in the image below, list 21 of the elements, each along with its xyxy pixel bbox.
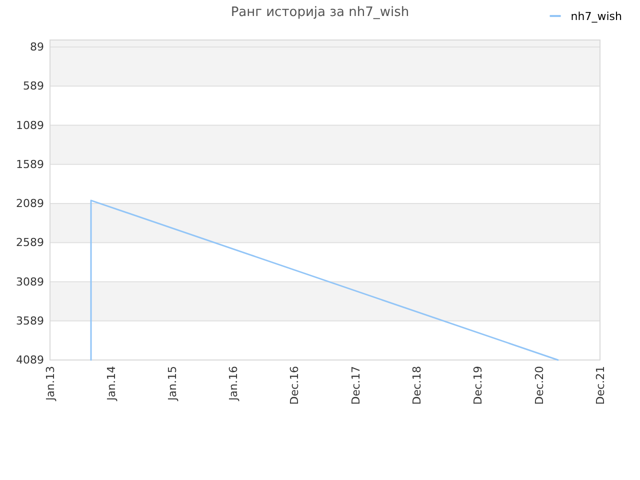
y-tick-label: 2089 <box>16 197 44 210</box>
x-tick-label: Jan.14 <box>104 366 118 402</box>
x-tick-label: Jan.16 <box>227 366 240 402</box>
x-tick-label: Dec.18 <box>410 366 424 405</box>
y-tick-label: 589 <box>23 80 44 93</box>
chart-title: Ранг историја за nh7_wish <box>230 5 410 20</box>
x-tick-label: Dec.16 <box>288 366 302 405</box>
x-tick-label: Jan.13 <box>44 366 57 402</box>
y-tick-label: 2589 <box>16 236 44 250</box>
x-tick-label: Dec.21 <box>594 366 607 405</box>
x-tick-label: Dec.17 <box>349 366 362 405</box>
legend-label: nh7_wish <box>570 10 622 23</box>
y-tick-label: 4089 <box>16 354 44 367</box>
x-tick-label: Jan.15 <box>166 366 180 402</box>
y-tick-label: 1589 <box>16 158 44 171</box>
y-tick-label: 3089 <box>16 275 44 288</box>
x-tick-label: Dec.20 <box>532 366 546 405</box>
y-tick-label: 3589 <box>16 314 44 328</box>
y-tick-label: 89 <box>30 40 44 54</box>
y-tick-label: 1089 <box>16 118 44 132</box>
x-tick-label: Dec.19 <box>472 366 484 405</box>
